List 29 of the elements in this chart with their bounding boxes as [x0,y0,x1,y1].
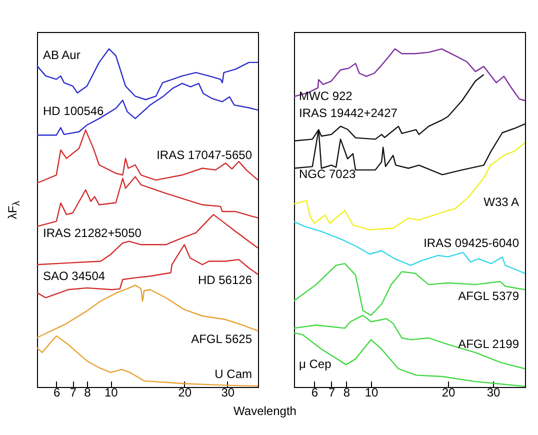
series-label: IRAS 21282+5050 [43,226,142,240]
series-label: IRAS 17047-5650 [156,148,252,162]
x-axis-title: Wavelength [234,404,296,418]
x-tick-label: 30 [486,386,501,400]
x-tick-label: 6 [311,386,318,400]
x-tick-label: 20 [178,386,192,400]
x-tick-label: 30 [221,386,235,400]
x-tick-label: 6 [54,386,61,400]
series-label: HD 56126 [198,273,252,287]
series-label: U Cam [214,367,252,381]
x-tick-label: 10 [104,386,118,400]
series-label: HD 100546 [43,104,104,118]
series-label: AFGL 2199 [458,337,520,351]
x-tick-label: 20 [442,386,456,400]
series-label: AFGL 5379 [458,289,520,303]
series-label: IRAS 09425-6040 [424,236,520,250]
x-tick-label: 8 [343,386,350,400]
x-tick-label: 10 [364,386,378,400]
x-tick-label: 8 [84,386,92,400]
x-tick-label: 7 [328,386,336,400]
series-label: IRAS 19442+2427 [299,106,398,120]
series-label: W33 A [484,195,519,209]
series-label: NGC 7023 [299,167,356,181]
series-label: μ Cep [299,357,332,371]
series-label: AFGL 5625 [191,332,252,346]
series-label: SAO 34504 [43,269,106,283]
series-label: MWC 922 [299,89,353,103]
x-tick-label: 7 [70,386,77,400]
series-label: AB Aur [43,48,80,62]
